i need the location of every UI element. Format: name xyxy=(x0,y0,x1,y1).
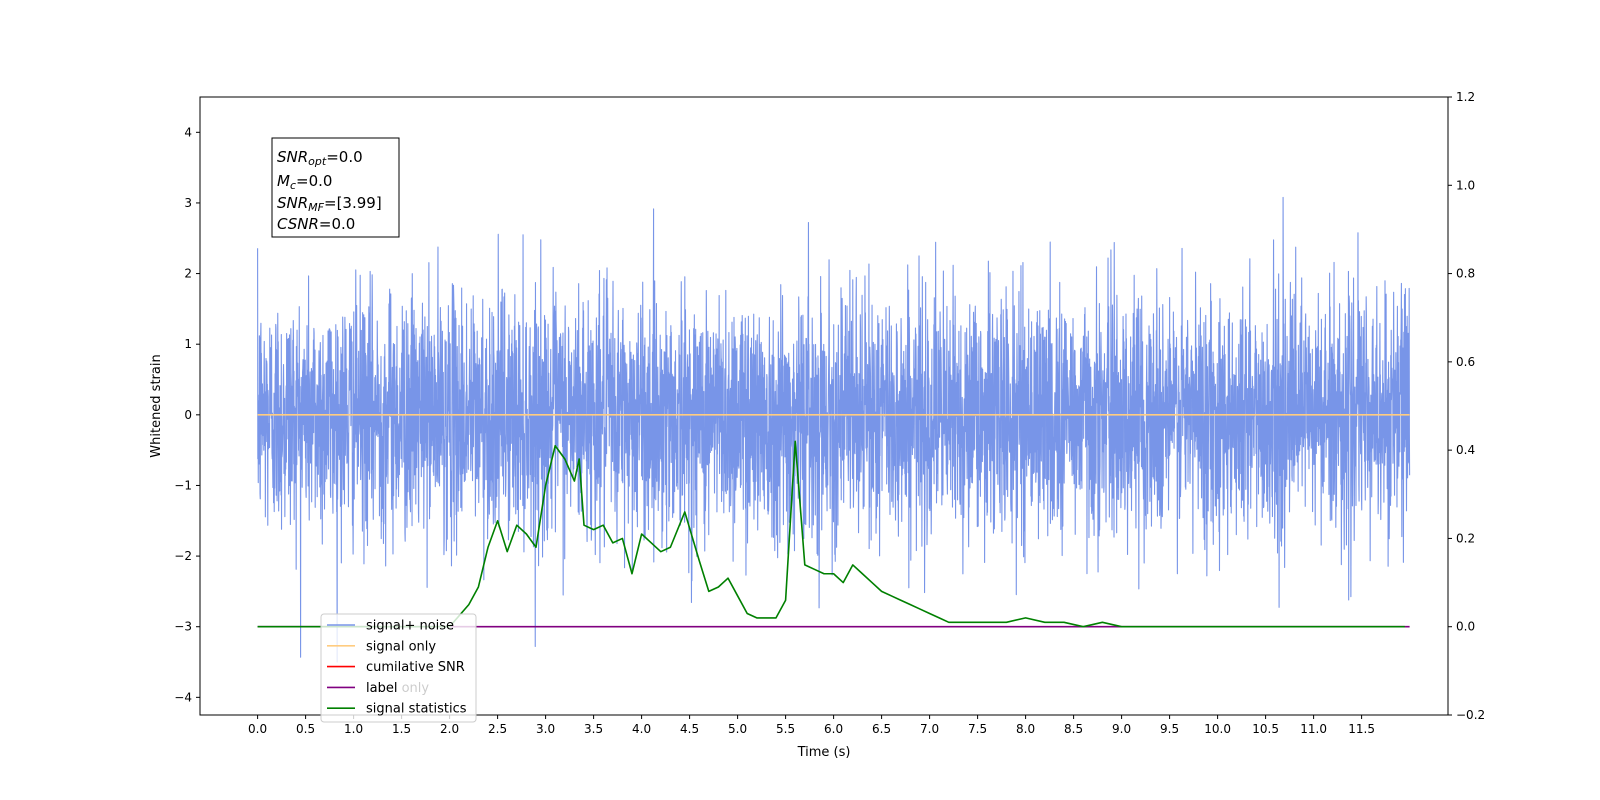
plot-frame xyxy=(199,96,1449,716)
y-tick-label: −4 xyxy=(174,690,192,704)
y-tick-label: −1 xyxy=(174,478,192,492)
y-axis-left: −4 −3 −2 −1 0 1 2 3 4 xyxy=(174,125,200,704)
x-tick-label: 2.0 xyxy=(440,722,459,736)
annotation-line-csnr: CSNR=0.0 xyxy=(277,215,355,233)
x-tick-label: 0.5 xyxy=(296,722,315,736)
x-tick-label: 3.5 xyxy=(584,722,603,736)
legend: label only signal+ noise signal only cumil… xyxy=(320,613,477,723)
x-tick-label: 10.5 xyxy=(1252,722,1279,736)
legend-label: signal statistics xyxy=(366,702,467,717)
y2-tick-label: 0.4 xyxy=(1456,443,1475,457)
x-tick-label: 9.0 xyxy=(1112,722,1131,736)
x-tick-label: 3.0 xyxy=(536,722,555,736)
series-layer xyxy=(257,196,1411,663)
x-tick-label: 5.0 xyxy=(728,722,747,736)
series-signal-statistics xyxy=(257,440,1405,628)
x-tick-label: 11.0 xyxy=(1300,722,1327,736)
x-tick-label: 0.0 xyxy=(248,722,267,736)
y-tick-label: 0 xyxy=(184,408,192,422)
x-tick-label: 2.5 xyxy=(488,722,507,736)
x-tick-label: 8.5 xyxy=(1064,722,1083,736)
legend-label: signal+ noise xyxy=(366,619,454,634)
x-tick-label: 9.5 xyxy=(1160,722,1179,736)
x-tick-label: 11.5 xyxy=(1348,722,1375,736)
x-tick-label: 7.0 xyxy=(920,722,939,736)
y2-tick-label: 0.2 xyxy=(1456,531,1475,545)
annotation-box: SNRopt=0.0 Mc=0.0 SNRMF=[3.99] CSNR=0.0 xyxy=(271,137,400,238)
x-tick-label: 7.5 xyxy=(968,722,987,736)
y2-tick-label: 1.0 xyxy=(1456,178,1475,192)
annotation-line-snr-opt: SNRopt=0.0 xyxy=(277,148,363,168)
x-tick-label: 4.0 xyxy=(632,722,651,736)
y-axis-label: Whitened strain xyxy=(149,354,164,457)
series-signal-noise xyxy=(257,196,1411,663)
x-tick-label: 6.0 xyxy=(824,722,843,736)
x-tick-label: 5.5 xyxy=(776,722,795,736)
y2-tick-label: 0.8 xyxy=(1456,267,1475,281)
x-tick-label: 10.0 xyxy=(1204,722,1231,736)
x-tick-label: 1.5 xyxy=(392,722,411,736)
legend-frame xyxy=(320,613,477,723)
y-axis-right: −0.2 0.0 0.2 0.4 0.6 0.8 1.0 1.2 xyxy=(1448,90,1485,722)
y-tick-label: 2 xyxy=(184,267,192,281)
x-axis: 0.0 0.5 1.0 1.5 2.0 2.5 3.0 3.5 4.0 4.5 5.0 5.5 6.0 6… xyxy=(248,715,1375,736)
y2-tick-label: −0.2 xyxy=(1456,708,1485,722)
x-tick-label: 8.0 xyxy=(1016,722,1035,736)
y-tick-label: 3 xyxy=(184,196,192,210)
y-tick-label: 4 xyxy=(184,125,192,139)
y2-tick-label: 0.0 xyxy=(1456,620,1475,634)
y-tick-label: −2 xyxy=(174,549,192,563)
annotation-line-snr-mf: SNRMF=[3.99] xyxy=(277,194,382,214)
legend-label: signal only xyxy=(366,639,436,654)
x-tick-label: 4.5 xyxy=(680,722,699,736)
x-tick-label: 1.0 xyxy=(344,722,363,736)
y2-tick-label: 0.6 xyxy=(1456,355,1475,369)
legend-occluded-text: label only xyxy=(366,681,429,696)
y-tick-label: 1 xyxy=(184,337,192,351)
y2-tick-label: 1.2 xyxy=(1456,90,1475,104)
legend-label: cumilative SNR xyxy=(366,660,465,675)
y-tick-label: −3 xyxy=(174,620,192,634)
legend-label: label xyxy=(366,681,397,696)
annotation-line-mc: Mc=0.0 xyxy=(277,172,332,192)
x-axis-label: Time (s) xyxy=(797,745,851,760)
x-tick-label: 6.5 xyxy=(872,722,891,736)
